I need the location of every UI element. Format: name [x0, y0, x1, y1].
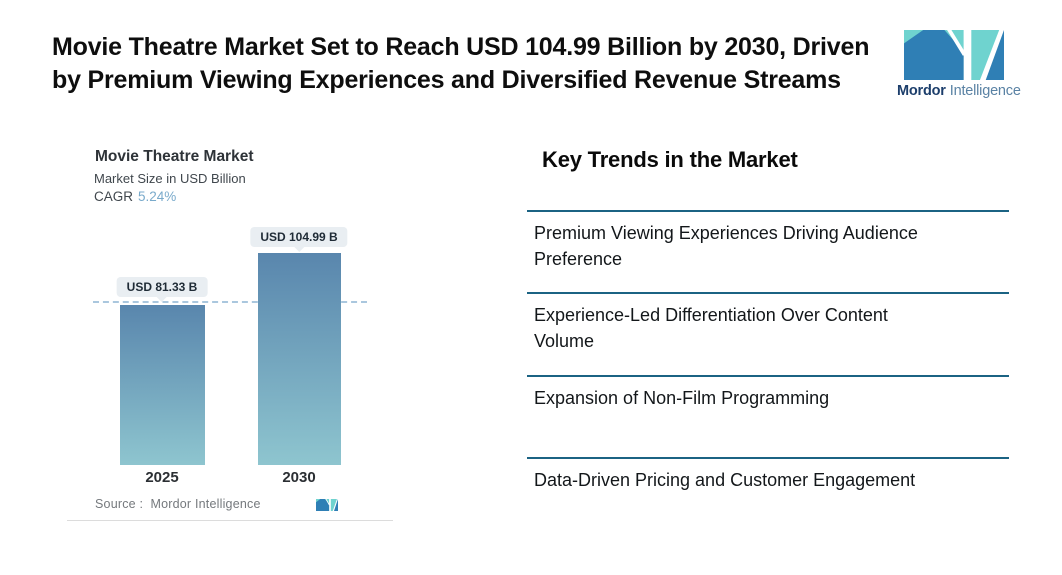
- reference-dashed-line: [93, 301, 367, 303]
- x-tick-2030: 2030: [282, 469, 316, 486]
- trend-item-text: Data-Driven Pricing and Customer Engagem…: [534, 470, 916, 490]
- mordor-intelligence-logo: Mordor Intelligence: [897, 30, 1021, 99]
- data-label-2025: USD 81.33 B: [116, 277, 208, 297]
- logo-wordmark: Mordor Intelligence: [897, 83, 1021, 99]
- market-chart-card: Movie Theatre Market Market Size in USD …: [67, 138, 393, 521]
- data-label-2030: USD 104.99 B: [250, 227, 348, 247]
- trend-item: Expansion of Non-Film Programming: [527, 375, 1009, 457]
- chart-cagr: CAGR 5.24%: [94, 189, 176, 204]
- trend-item: Experience-Led Differentiation Over Cont…: [527, 292, 1009, 375]
- trend-item-text: Premium Viewing Experiences Driving Audi…: [534, 223, 918, 269]
- source-attribution: Source : Mordor Intelligence: [95, 497, 261, 511]
- bar-2025: [120, 305, 205, 465]
- logo-name-secondary: Intelligence: [949, 83, 1021, 99]
- cagr-value: 5.24%: [138, 189, 177, 204]
- mordor-logo-icon-small: [316, 499, 338, 511]
- trend-item: Data-Driven Pricing and Customer Engagem…: [527, 457, 1009, 527]
- x-tick-2025: 2025: [145, 469, 179, 486]
- page-title: Movie Theatre Market Set to Reach USD 10…: [52, 33, 870, 94]
- trend-item-text: Expansion of Non-Film Programming: [534, 388, 830, 408]
- bar-2030: [258, 253, 341, 465]
- trend-item: Premium Viewing Experiences Driving Audi…: [527, 210, 1009, 292]
- chart-title: Movie Theatre Market: [95, 148, 254, 165]
- cagr-label: CAGR: [94, 189, 134, 204]
- chart-subtitle: Market Size in USD Billion: [94, 171, 246, 186]
- trend-item-text: Experience-Led Differentiation Over Cont…: [534, 305, 888, 351]
- mordor-logo-icon: [904, 30, 1004, 80]
- logo-name: Mordor: [897, 83, 946, 99]
- trends-heading: Key Trends in the Market: [542, 147, 798, 172]
